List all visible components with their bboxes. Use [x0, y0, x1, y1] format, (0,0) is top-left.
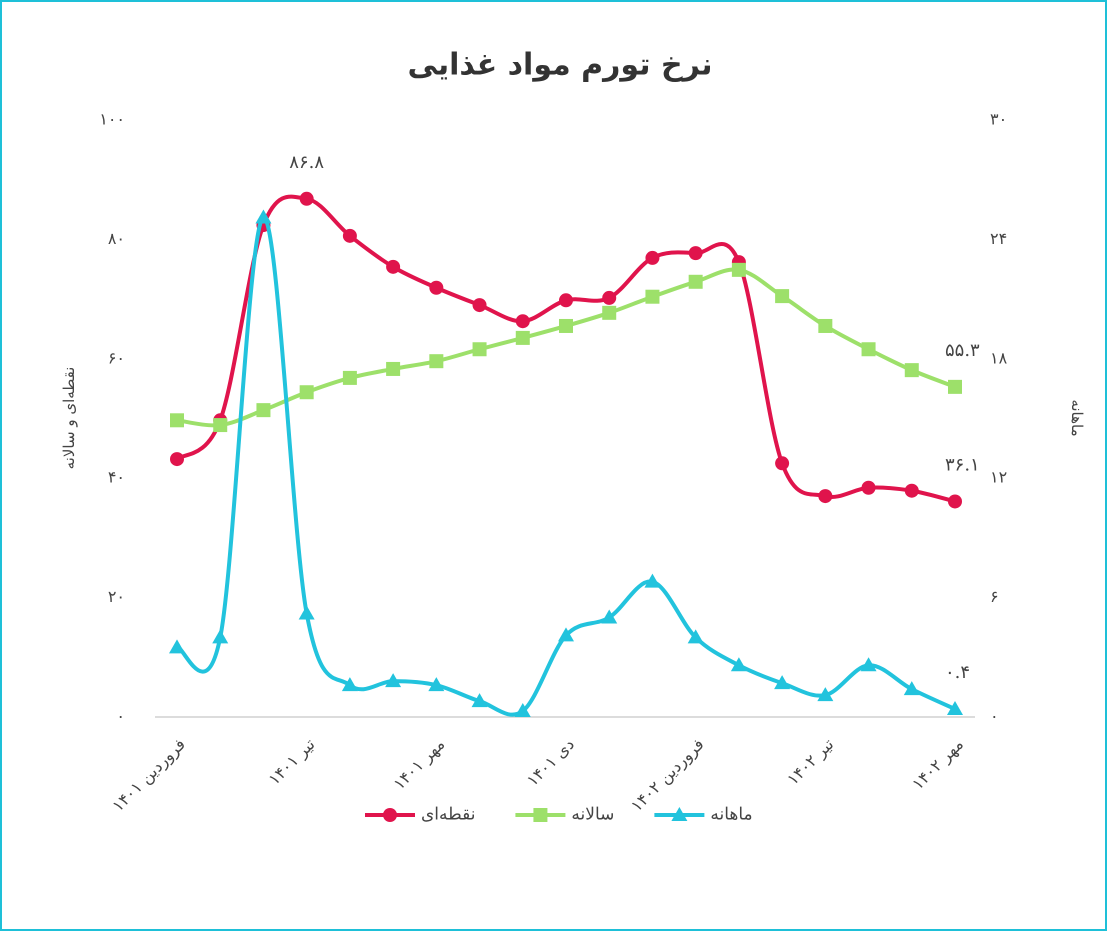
- data-point: [386, 361, 401, 376]
- data-point: [428, 677, 445, 692]
- y2-tick-label: ۲۴: [990, 229, 1007, 248]
- data-point: [904, 363, 919, 378]
- data-point: [861, 480, 876, 495]
- data-point: [212, 629, 229, 644]
- data-point: [817, 687, 834, 702]
- y-tick-label: ۴۰: [108, 468, 125, 487]
- y-tick-label: ۲۰: [108, 587, 125, 606]
- data-point: [688, 274, 703, 289]
- data-point: [341, 677, 358, 692]
- data-point: [558, 627, 574, 642]
- y-axis-title: نقطه‌ای و سالانه: [60, 367, 78, 470]
- data-label: ۰.۴: [945, 662, 970, 683]
- legend-label: سالانه: [571, 805, 614, 825]
- legend-marker: [671, 807, 688, 821]
- data-label: ۸۶.۸: [289, 152, 324, 173]
- data-point: [948, 494, 962, 509]
- data-point: [255, 209, 272, 224]
- data-point: [818, 318, 833, 333]
- data-point: [213, 418, 228, 433]
- data-point: [645, 250, 660, 265]
- data-point: [730, 657, 747, 672]
- data-point: [342, 228, 357, 243]
- data-point: [860, 657, 877, 672]
- y-tick-label: ۸۰: [108, 229, 125, 248]
- data-point: [775, 289, 790, 304]
- y-tick-label: ۱۰۰: [99, 110, 125, 129]
- data-point: [472, 342, 487, 357]
- data-point: [861, 342, 876, 357]
- data-point: [818, 489, 833, 504]
- y2-tick-label: ۱۸: [990, 348, 1008, 367]
- data-point: [948, 379, 962, 394]
- data-point: [514, 703, 531, 718]
- data-point: [559, 293, 573, 308]
- data-point: [515, 314, 530, 329]
- data-point: [645, 289, 660, 304]
- data-point: [731, 262, 746, 277]
- legend-marker: [383, 808, 397, 822]
- data-point: [775, 456, 790, 471]
- legend-label: ماهانه: [710, 805, 752, 825]
- data-point: [515, 330, 530, 345]
- data-point: [774, 675, 791, 690]
- data-point: [947, 701, 963, 716]
- y-tick-label: ۰: [116, 707, 125, 726]
- data-point: [170, 452, 184, 467]
- data-point: [169, 639, 185, 654]
- y2-axis-title: ماهانه: [1068, 399, 1086, 436]
- data-point: [601, 609, 618, 624]
- data-label: ۳۶.۱: [945, 454, 980, 475]
- data-point: [170, 413, 184, 428]
- data-point: [687, 629, 704, 644]
- data-point: [688, 246, 703, 261]
- data-point: [299, 191, 314, 206]
- data-label: ۵۵.۳: [945, 340, 980, 361]
- data-point: [472, 298, 487, 313]
- data-point: [602, 305, 617, 320]
- data-point: [471, 693, 488, 708]
- data-point: [298, 605, 315, 620]
- data-point: [559, 318, 573, 333]
- data-point: [256, 403, 271, 418]
- y2-tick-label: ۳۰: [990, 110, 1007, 129]
- y2-tick-label: ۱۲: [990, 468, 1007, 487]
- data-point: [429, 280, 444, 295]
- data-point: [385, 673, 402, 688]
- y2-tick-label: ۰: [990, 707, 999, 726]
- data-point: [429, 354, 444, 369]
- data-point: [904, 483, 919, 498]
- data-point: [342, 370, 357, 385]
- y2-tick-label: ۶: [990, 587, 999, 606]
- data-point: [644, 573, 661, 588]
- legend-label: نقطه‌ای: [421, 805, 475, 825]
- y-tick-label: ۶۰: [108, 348, 125, 367]
- chart-title: نرخ تورم مواد غذایی: [408, 48, 713, 83]
- data-point: [602, 290, 617, 305]
- data-point: [386, 259, 401, 274]
- data-point: [903, 681, 920, 696]
- legend-marker: [533, 808, 548, 822]
- data-point: [299, 385, 314, 400]
